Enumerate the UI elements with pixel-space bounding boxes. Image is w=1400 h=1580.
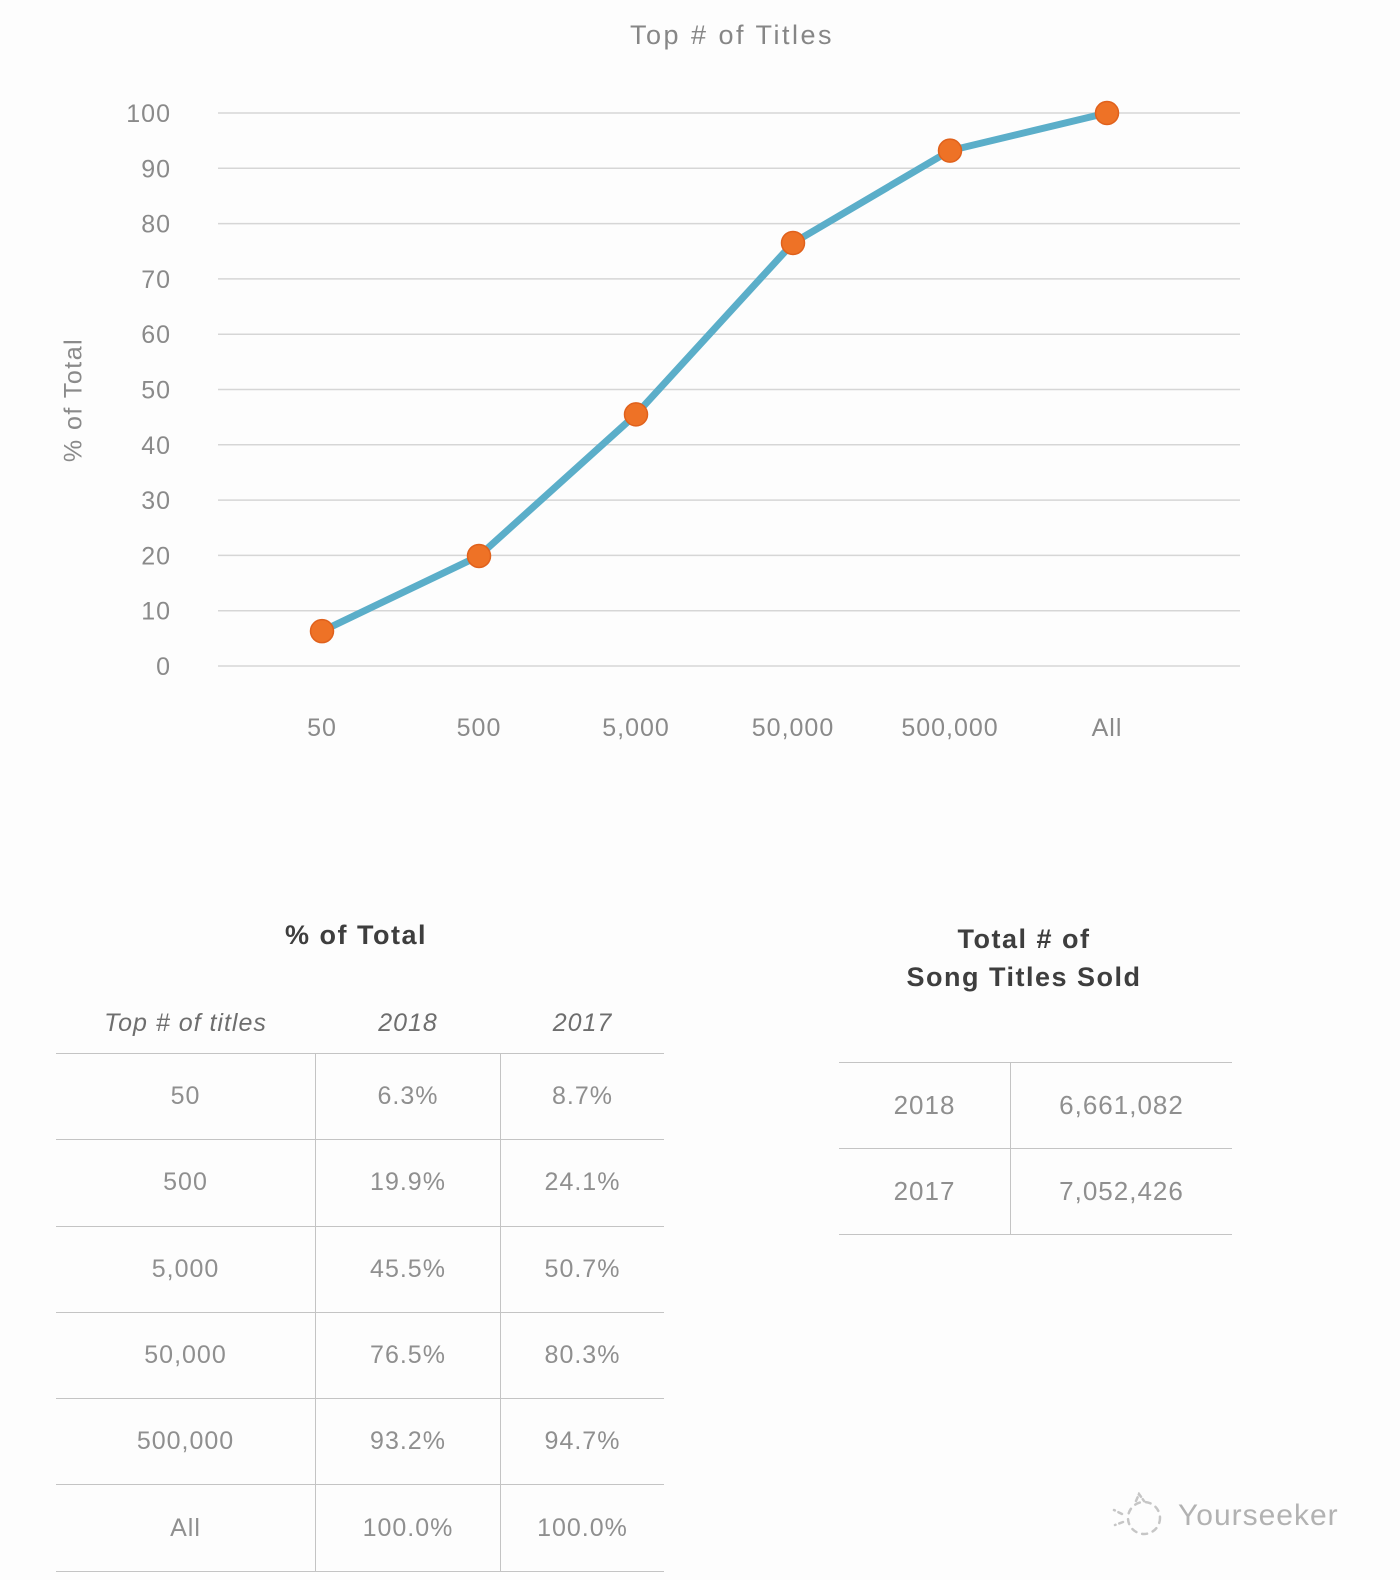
pct-table-header: Top # of titles 2018 2017 <box>56 998 664 1048</box>
data-point <box>780 230 806 256</box>
column-header-top-num-of-titles: Top # of titles <box>104 1008 267 1037</box>
totals-table-title-line2: Song Titles Sold <box>906 962 1142 992</box>
table-row: 2018 6,661,082 <box>839 1062 1232 1148</box>
y-tick-label: 70 <box>141 266 171 294</box>
row-label-cell: 500,000 <box>136 1427 235 1456</box>
x-tick-label: 50 <box>307 714 337 742</box>
totals-table-title-line1: Total # of <box>957 924 1091 954</box>
column-header-2017: 2017 <box>552 1008 613 1037</box>
table-row: 50,000 76.5% 80.3% <box>56 1311 664 1399</box>
value-cell: 94.7% <box>544 1427 621 1456</box>
pct-table: 50 6.3% 8.7% 500 19.9% 24.1% 5,000 45.5% 50.7% 50… <box>56 1053 664 1572</box>
column-header-2018: 2018 <box>378 1008 438 1037</box>
y-tick-label: 80 <box>141 211 171 239</box>
value-cell: 19.9% <box>315 1140 501 1226</box>
y-tick-label: 90 <box>141 155 171 183</box>
table-row: 50 6.3% 8.7% <box>56 1053 664 1140</box>
table-row: 500 19.9% 24.1% <box>56 1139 664 1226</box>
row-label-cell: 5,000 <box>151 1254 220 1283</box>
value-cell: 50.7% <box>544 1254 621 1283</box>
x-tick-label: 500,000 <box>901 714 998 742</box>
value-cell: 100.0% <box>537 1513 628 1542</box>
y-tick-label: 30 <box>141 487 171 515</box>
value-cell: 100.0% <box>315 1485 501 1571</box>
table-row: 5,000 45.5% 50.7% <box>56 1225 664 1312</box>
chart-title: Top # of Titles <box>629 20 835 50</box>
y-tick-label: 40 <box>141 432 171 460</box>
y-tick-label: 10 <box>141 598 171 626</box>
y-tick-label: 50 <box>141 377 171 405</box>
table-row: All 100.0% 100.0% <box>56 1484 664 1571</box>
total-cell: 7,052,426 <box>1010 1149 1232 1234</box>
data-point <box>937 138 963 163</box>
y-tick-label: 20 <box>141 542 171 570</box>
row-label-cell: 50 <box>170 1082 201 1111</box>
y-tick-label: 60 <box>141 321 171 349</box>
x-tick-label: 50,000 <box>752 714 834 742</box>
value-cell: 80.3% <box>544 1341 621 1370</box>
row-label-cell: 500 <box>163 1168 208 1197</box>
table-row: 500,000 93.2% 94.7% <box>56 1398 664 1485</box>
y-axis-title: % of Total <box>59 337 88 463</box>
watermark: Yourseeker <box>1112 1492 1339 1540</box>
x-tick-label: 5,000 <box>602 714 670 742</box>
value-cell: 6.3% <box>315 1054 501 1140</box>
table-row: 2017 7,052,426 <box>839 1148 1232 1234</box>
x-tick-label: 500 <box>457 714 502 742</box>
pct-table-title: % of Total <box>285 920 427 950</box>
y-tick-label: 0 <box>156 653 171 681</box>
value-cell: 76.5% <box>315 1312 501 1399</box>
value-cell: 24.1% <box>544 1168 621 1197</box>
trend-line-2018 <box>318 109 1111 635</box>
row-label-cell: All <box>170 1513 201 1542</box>
totals-table: 2018 6,661,082 2017 7,052,426 <box>839 1062 1232 1235</box>
line-chart: 0 10 20 30 40 50 60 70 80 90 100 50 500 5,000 50,000 50… <box>126 100 1240 742</box>
totals-table-title: Total # of Song Titles Sold <box>906 920 1141 996</box>
value-cell: 8.7% <box>552 1082 613 1111</box>
watermark-text: Yourseeker <box>1178 1499 1339 1532</box>
yourseeker-logo-icon <box>1112 1492 1162 1536</box>
total-cell: 6,661,082 <box>1010 1063 1232 1148</box>
data-point <box>1094 100 1120 126</box>
value-cell: 45.5% <box>315 1226 501 1312</box>
year-cell: 2018 <box>893 1090 956 1120</box>
year-cell: 2017 <box>893 1176 956 1206</box>
data-point <box>309 618 335 644</box>
data-point <box>623 402 649 427</box>
y-tick-label: 100 <box>126 100 171 128</box>
row-label-cell: 50,000 <box>144 1341 227 1370</box>
x-tick-label: All <box>1092 714 1123 742</box>
data-point <box>466 543 492 569</box>
value-cell: 93.2% <box>315 1399 501 1485</box>
